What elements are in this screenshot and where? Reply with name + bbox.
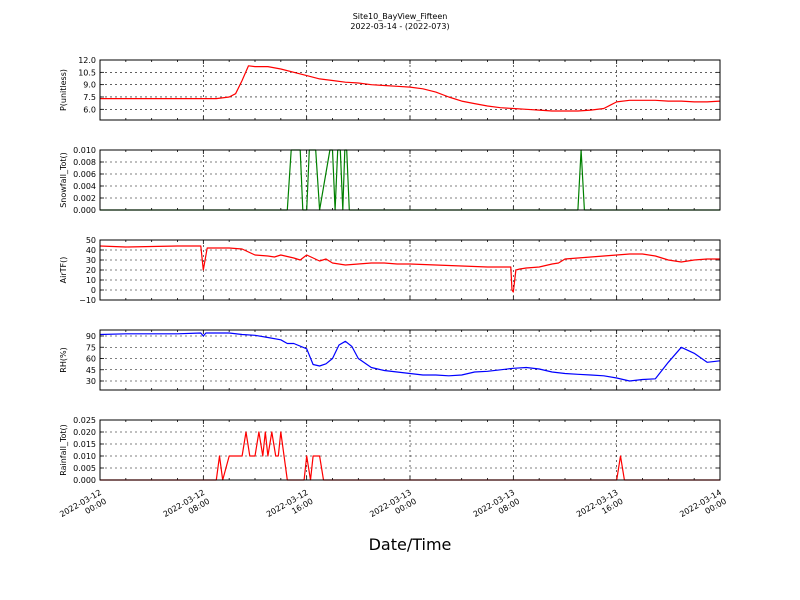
plot-frame — [99, 59, 721, 121]
y-tick-label: 10.5 — [78, 68, 96, 77]
y-tick-label: 30 — [86, 377, 96, 386]
y-tick-label: 0.002 — [73, 194, 96, 203]
y-axis-label: Snowfall_Tot() — [59, 152, 68, 208]
y-tick-label: 60 — [86, 355, 96, 364]
y-tick-label: 0.010 — [73, 146, 96, 155]
plot-frame — [99, 149, 721, 211]
series-line — [99, 245, 720, 293]
subplots: 6.07.59.010.512.0P(unitless)0.0000.0020.… — [59, 56, 721, 485]
chart-title-line1: Site10_BayView_Fifteen — [353, 12, 448, 21]
y-tick-label: 0 — [91, 286, 96, 295]
plot-frame — [99, 239, 721, 301]
y-tick-label: 0.004 — [73, 182, 96, 191]
y-tick-label: 0.000 — [73, 476, 96, 485]
subplot-2: 0.000 0.002 0.004 0.006 0.008 0.010 Snowfall_T… — [59, 146, 721, 215]
y-axis-label: RH(%) — [59, 347, 68, 372]
y-tick-label: 30 — [86, 256, 96, 265]
y-tick-label: 0.010 — [73, 452, 96, 461]
y-tick-label: 12.0 — [78, 56, 96, 65]
series-line — [100, 431, 720, 481]
y-axis-label: AirTF() — [59, 257, 68, 284]
y-tick-label: 0.025 — [73, 416, 96, 425]
x-axis-label: Date/Time — [369, 535, 452, 554]
chart-title-line2: 2022-03-14 - (2022-073) — [350, 22, 449, 31]
y-tick-label: 0.005 — [73, 464, 96, 473]
y-axis-label: P(unitless) — [59, 69, 68, 111]
y-tick-label: 0.020 — [73, 428, 96, 437]
subplot-1: 6.0 7.5 9.0 10.5 12.0 P(unitless) — [59, 56, 721, 121]
plot-frame — [99, 419, 721, 481]
y-tick-label: 90 — [86, 332, 96, 341]
y-tick-label: 40 — [86, 246, 96, 255]
y-tick-label: 0.000 — [73, 206, 96, 215]
y-tick-label: 6.0 — [83, 105, 96, 114]
y-tick-label: 0.008 — [73, 158, 96, 167]
y-tick-label: 10 — [86, 276, 96, 285]
y-axis-label: Rainfall_Tot() — [59, 424, 68, 476]
y-tick-label: 7.5 — [83, 93, 96, 102]
y-tick-label: 9.0 — [83, 81, 96, 90]
y-tick-label: 20 — [86, 266, 96, 275]
series-line — [100, 65, 721, 112]
y-tick-label: 45 — [86, 366, 96, 375]
subplot-5: 0.000 0.005 0.010 0.015 0.020 0.025 Rainfall_T… — [59, 416, 721, 485]
plot-frame — [99, 329, 721, 391]
y-tick-label: 0.015 — [73, 440, 96, 449]
y-tick-label: −10 — [79, 296, 96, 305]
y-tick-label: 50 — [86, 236, 96, 245]
y-tick-label: 75 — [86, 343, 96, 352]
y-tick-label: 0.006 — [73, 170, 96, 179]
subplot-4: 30 45 60 75 90 RH(%) — [59, 329, 721, 391]
series-line — [99, 332, 721, 382]
